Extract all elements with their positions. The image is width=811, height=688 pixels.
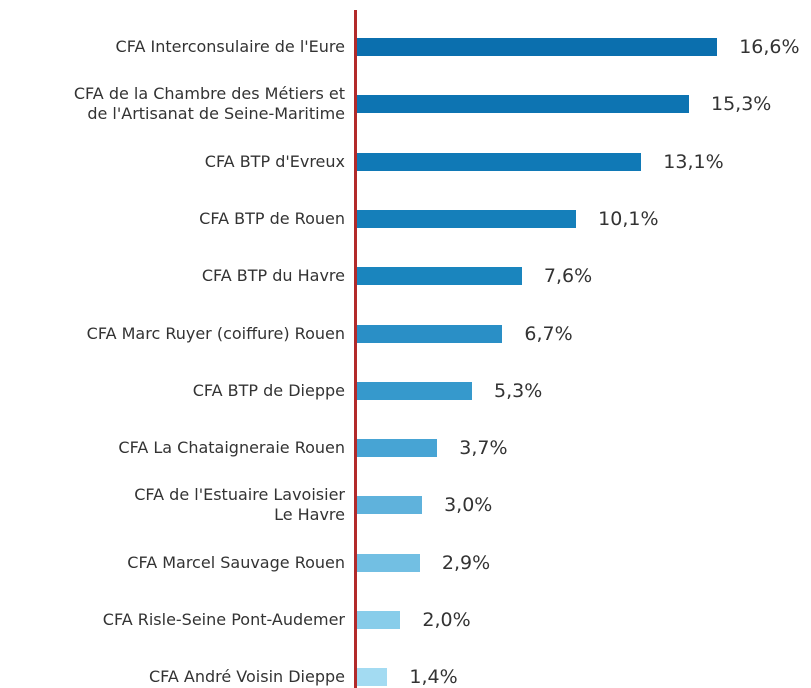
bar: [357, 324, 503, 343]
category-label: CFA de l'Estuaire Lavoisier Le Havre: [134, 485, 345, 525]
bar: [357, 381, 472, 400]
value-label: 1,4%: [409, 666, 458, 688]
bar: [357, 611, 401, 629]
value-label: 6,7%: [524, 322, 573, 345]
category-label: CFA BTP de Dieppe: [192, 380, 345, 400]
category-label: CFA André Voisin Dieppe: [148, 667, 345, 687]
bar: [357, 496, 423, 515]
bar: [357, 553, 420, 572]
axis-line: [354, 10, 357, 688]
value-label: 3,0%: [444, 494, 493, 517]
value-label: 16,6%: [739, 36, 800, 58]
value-label: 10,1%: [598, 207, 659, 230]
bar: [357, 152, 642, 171]
value-label: 7,6%: [543, 265, 593, 288]
category-label: CFA La Chataigneraie Rouen: [118, 438, 345, 458]
value-label: 3,7%: [459, 437, 508, 460]
category-label: CFA Interconsulaire de l'Eure: [115, 37, 345, 56]
category-label: CFA BTP d'Evreux: [204, 151, 345, 171]
bar: [357, 439, 438, 458]
value-label: 2,9%: [441, 551, 491, 574]
bar: [357, 267, 522, 286]
value-label: 13,1%: [663, 150, 724, 173]
bar: [357, 38, 718, 56]
category-label: CFA BTP de Rouen: [199, 208, 345, 228]
category-label: CFA Marcel Sauvage Rouen: [127, 552, 345, 572]
value-label: 5,3%: [494, 379, 543, 402]
value-label: 2,0%: [422, 609, 471, 631]
bar: [357, 95, 689, 114]
category-label: CFA de la Chambre des Métiers et de l'Ar…: [73, 84, 345, 124]
category-label: CFA Risle-Seine Pont-Audemer: [102, 610, 345, 629]
bar: [357, 668, 388, 687]
value-label: 15,3%: [711, 93, 772, 116]
category-label: CFA BTP du Havre: [201, 266, 345, 286]
category-label: CFA Marc Ruyer (coiffure) Rouen: [86, 323, 345, 343]
bar: [357, 209, 577, 228]
